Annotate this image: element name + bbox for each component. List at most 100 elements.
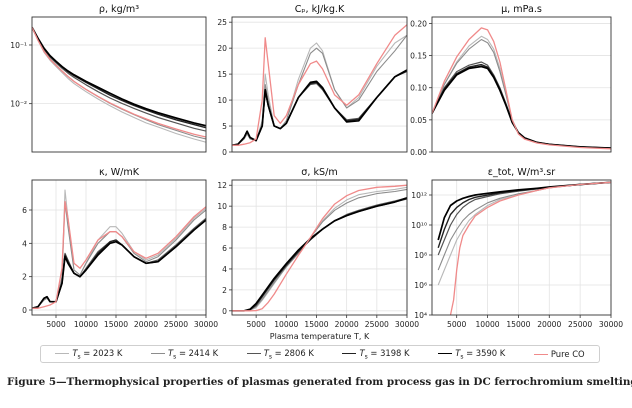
series-t-s-2414-k xyxy=(32,27,206,140)
y-tick-label: 0 xyxy=(222,148,227,157)
y-tick-label: 0.20 xyxy=(410,19,427,28)
y-tick-label: 15 xyxy=(217,70,227,79)
series-t-s-2414-k xyxy=(232,188,407,312)
x-tick-label: 5000 xyxy=(447,320,466,329)
x-tick-label: 10000 xyxy=(74,320,98,329)
panel-title: μ, mPa.s xyxy=(501,4,542,15)
series-t-s-3198-k xyxy=(32,26,206,129)
series-t-s-2023-k xyxy=(32,27,206,143)
y-tick-label: 0.00 xyxy=(410,148,427,157)
y-tick-label: 6 xyxy=(222,244,227,253)
legend-swatch xyxy=(55,353,70,355)
series-t-s-2806-k xyxy=(32,27,206,132)
legend: Ts = 2023 K Ts = 2414 K Ts = 2806 K Ts = 31… xyxy=(40,345,600,363)
plot-frame xyxy=(31,16,207,153)
panel-title: σ, kS/m xyxy=(301,167,337,178)
series-pure-co xyxy=(32,201,206,309)
legend-swatch xyxy=(342,353,357,355)
y-tick-label: 2 xyxy=(222,286,227,295)
legend-swatch xyxy=(438,353,453,355)
legend-swatch xyxy=(246,353,261,355)
y-tick-label: 10⁻¹ xyxy=(10,41,27,50)
series-t-s-3590-k xyxy=(32,219,206,310)
legend-item: Ts = 2414 K xyxy=(151,347,219,361)
panel-6: 10⁴ 10⁶ 10⁸ 10¹⁰ 10¹² 5000 10000 15000 20000 2500… xyxy=(411,167,623,329)
x-tick-label: 15000 xyxy=(506,320,530,329)
plot-frame xyxy=(431,179,612,316)
legend-label: Ts = 2023 K xyxy=(72,347,123,361)
plot-frame xyxy=(231,179,408,316)
legend-swatch xyxy=(151,353,166,355)
y-tick-label: 25 xyxy=(217,18,227,27)
legend-label: Ts = 3590 K xyxy=(455,347,506,361)
y-tick-label: 6 xyxy=(22,206,27,215)
y-tick-label: 10 xyxy=(217,202,227,211)
y-tick-label: 10¹⁰ xyxy=(411,221,427,230)
panel-3: 0.00 0.05 0.10 0.15 0.20 μ, mPa.s xyxy=(410,4,612,157)
x-tick-label: 20000 xyxy=(335,320,359,329)
legend-item: Ts = 2806 K xyxy=(246,347,314,361)
series-pure-co xyxy=(432,27,611,150)
series-t-s-2414-k xyxy=(437,181,611,271)
series-t-s-3590-k xyxy=(437,181,611,241)
y-tick-label: 4 xyxy=(222,265,227,274)
series-t-s-3198-k xyxy=(232,198,407,312)
series-pure-co xyxy=(232,24,407,146)
legend-item: Pure CO xyxy=(533,349,585,359)
y-tick-label: 4 xyxy=(22,239,27,248)
y-tick-label: 0.10 xyxy=(410,84,427,93)
panel-title: Cₚ, kJ/kg.K xyxy=(295,4,345,15)
y-tick-label: 10⁻² xyxy=(10,100,27,109)
x-axis-label: Plasma temperature T, K xyxy=(270,332,370,341)
y-tick-label: 10⁴ xyxy=(414,311,427,320)
plot-frame xyxy=(31,179,207,316)
y-tick-label: 0 xyxy=(22,306,27,315)
y-tick-label: 0.05 xyxy=(410,116,427,125)
x-tick-label: 30000 xyxy=(599,320,623,329)
y-tick-label: 0.15 xyxy=(410,52,427,61)
plot-frame xyxy=(431,16,612,153)
series-pure-co xyxy=(232,184,407,312)
x-tick-label: 5000 xyxy=(46,320,65,329)
legend-label: Ts = 2806 K xyxy=(263,347,314,361)
x-tick-label: 25000 xyxy=(365,320,389,329)
x-tick-label: 15000 xyxy=(304,320,328,329)
series-pure-co xyxy=(449,181,611,315)
panel-title: κ, W/mK xyxy=(99,167,140,178)
y-tick-label: 8 xyxy=(222,223,227,232)
x-tick-label: 10000 xyxy=(475,320,499,329)
legend-item: Ts = 3590 K xyxy=(438,347,506,361)
legend-label: Ts = 3198 K xyxy=(359,347,410,361)
x-tick-label: 15000 xyxy=(104,320,128,329)
y-tick-label: 0 xyxy=(222,307,227,316)
series-t-s-3590-k xyxy=(32,26,206,127)
x-tick-label: 20000 xyxy=(134,320,158,329)
x-tick-label: 30000 xyxy=(194,320,218,329)
y-tick-label: 10⁸ xyxy=(414,251,427,260)
x-tick-label: 25000 xyxy=(164,320,188,329)
x-tick-label: 10000 xyxy=(274,320,298,329)
legend-item: Ts = 3198 K xyxy=(342,347,410,361)
legend-swatch xyxy=(533,353,548,355)
panel-4: 0 2 4 6 5000 10000 15000 20000 25000 30000 κ, W/mK xyxy=(22,167,218,329)
legend-label: Ts = 2414 K xyxy=(168,347,219,361)
panel-title: ρ, kg/m³ xyxy=(99,4,139,15)
series-t-s-3590-k xyxy=(232,69,407,147)
panel-1: 10⁻² 10⁻¹ ρ, kg/m³ xyxy=(10,4,207,153)
series-t-s-3590-k xyxy=(232,196,407,312)
legend-item: Ts = 2023 K xyxy=(55,347,123,361)
figure-caption: Figure 5—Thermophysical properties of pl… xyxy=(7,376,632,388)
y-tick-label: 12 xyxy=(217,181,227,190)
y-tick-label: 5 xyxy=(222,122,227,131)
legend-label: Pure CO xyxy=(550,349,585,359)
x-tick-label: 5000 xyxy=(246,320,265,329)
panel-title: ε_tot, W/m³.sr xyxy=(488,167,555,178)
y-tick-label: 2 xyxy=(22,273,27,282)
series-t-s-3198-k xyxy=(437,181,611,249)
panel-5: 0 2 4 6 8 10 12 5000 10000 15000 20000 25000 30000 σ,… xyxy=(217,167,419,341)
y-tick-label: 10 xyxy=(217,96,227,105)
series-pure-co xyxy=(32,27,206,138)
series-t-s-2806-k xyxy=(232,197,407,312)
plot-frame xyxy=(231,16,408,153)
